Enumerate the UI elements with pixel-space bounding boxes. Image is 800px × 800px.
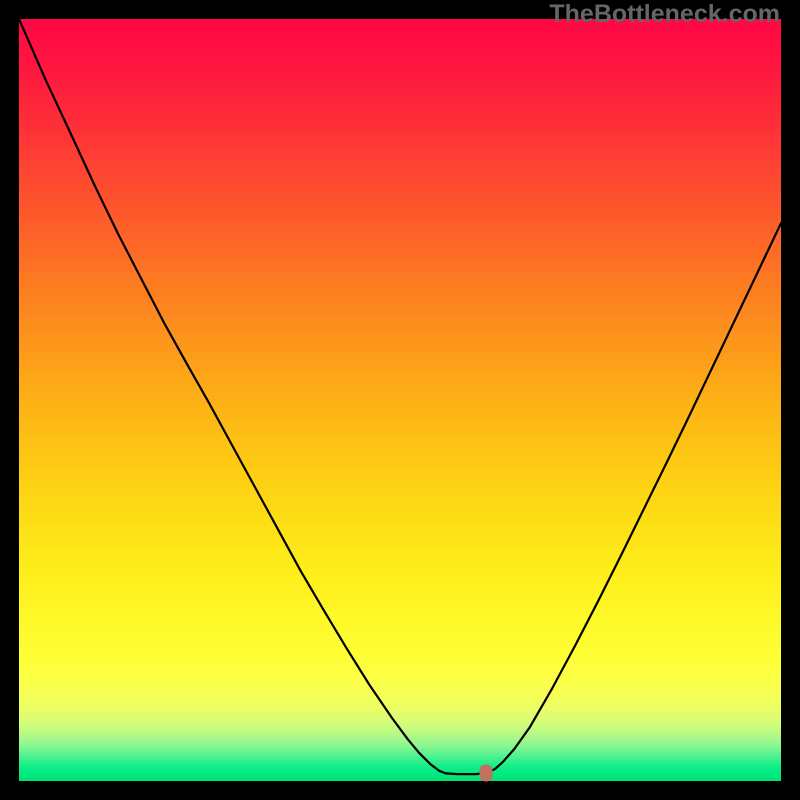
optimal-point-marker [480,764,493,781]
chart-frame: TheBottleneck.com [0,0,800,800]
plot-area [19,19,781,781]
bottleneck-curve [19,19,781,781]
watermark-label: TheBottleneck.com [549,0,780,29]
